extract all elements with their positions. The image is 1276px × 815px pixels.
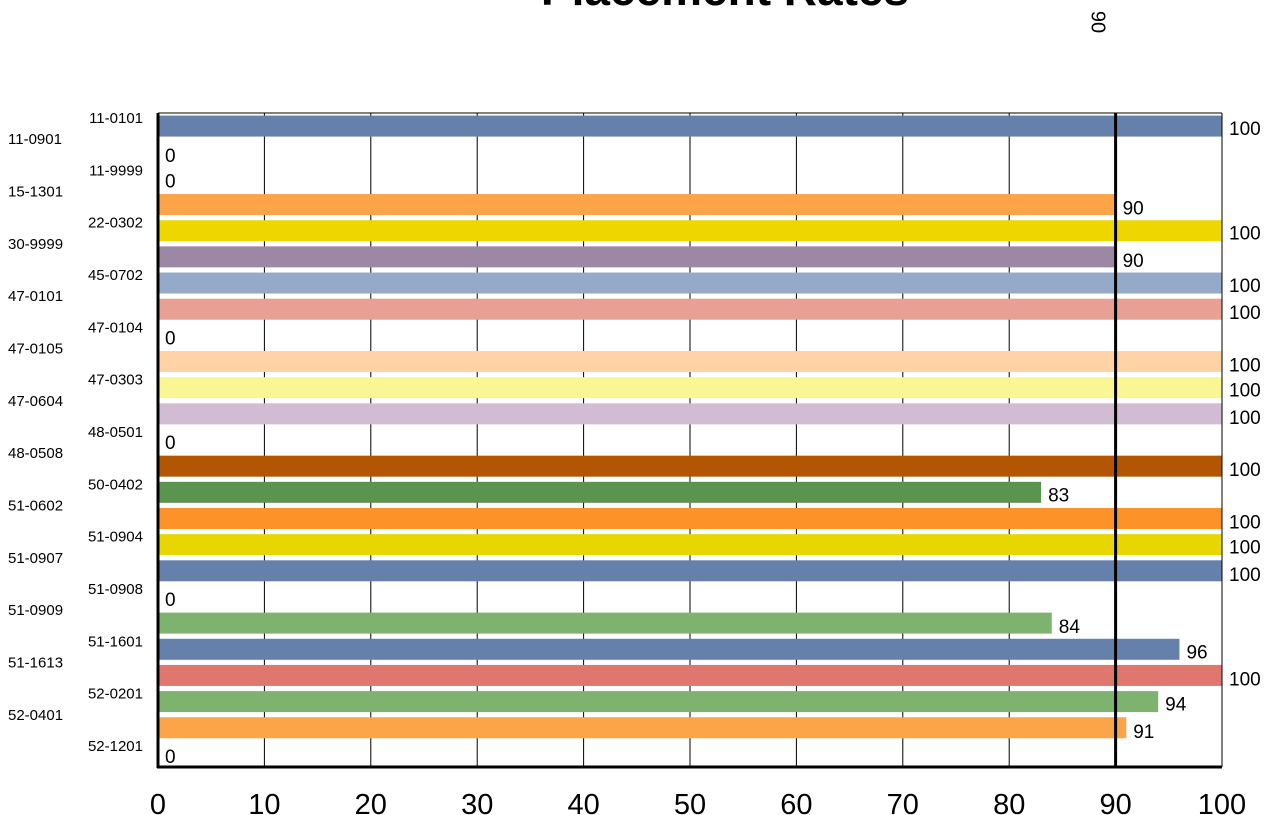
category-label: 11-0901: [8, 131, 62, 148]
x-tick-label: 60: [780, 789, 812, 815]
value-label: 100: [1229, 538, 1261, 559]
x-tick-label: 50: [674, 789, 706, 815]
x-tick-label: 0: [150, 789, 166, 815]
bar: [158, 115, 1222, 137]
x-tick-label: 70: [887, 789, 919, 815]
bar: [158, 717, 1127, 739]
bar: [158, 638, 1180, 660]
bar: [158, 246, 1116, 268]
x-tick-label: 30: [461, 789, 493, 815]
value-label: 100: [1229, 565, 1261, 586]
axes: [156, 112, 1223, 769]
bar: [158, 534, 1222, 556]
category-label: 52-1201: [88, 738, 143, 755]
bar: [158, 272, 1222, 294]
value-label: 0: [165, 433, 176, 454]
value-label: 0: [165, 747, 176, 768]
bar: [158, 194, 1116, 216]
category-label: 51-0909: [8, 602, 63, 619]
value-label: 100: [1229, 276, 1261, 297]
bar: [158, 691, 1159, 713]
bar: [158, 664, 1222, 686]
value-label: 100: [1229, 356, 1261, 377]
value-label: 100: [1229, 512, 1261, 533]
value-label: 100: [1229, 408, 1261, 429]
x-tick-label: 20: [355, 789, 387, 815]
category-label: 51-1601: [88, 633, 143, 650]
category-label: 47-0604: [8, 393, 63, 410]
bar: [158, 560, 1222, 582]
category-label: 15-1301: [8, 184, 63, 201]
category-label: 22-0302: [88, 215, 143, 232]
value-label: 100: [1229, 460, 1261, 481]
category-label: 30-9999: [8, 236, 63, 253]
value-label: 96: [1186, 642, 1207, 663]
category-label: 52-0401: [8, 707, 63, 724]
bar: [158, 351, 1222, 373]
x-tick-label: 100: [1198, 789, 1246, 815]
category-label: 51-1613: [8, 654, 63, 671]
x-tick-label: 80: [993, 789, 1025, 815]
value-label: 100: [1229, 669, 1261, 690]
labels: 0 10 20 30 40 50 60 70 80 90 100 100 11-0101 0 11-0901…: [8, 11, 1261, 815]
bar: [158, 220, 1222, 242]
category-label: 51-0602: [8, 497, 63, 514]
value-label: 90: [1123, 199, 1144, 220]
chart-title: Placement Rates: [0, 0, 1276, 16]
value-label: 94: [1165, 695, 1187, 716]
category-label: 47-0104: [88, 319, 143, 336]
category-label: 51-0904: [88, 529, 143, 546]
category-label: 51-0907: [8, 550, 63, 567]
value-label: 84: [1059, 617, 1081, 638]
x-tick-label: 10: [248, 789, 280, 815]
category-label: 47-0105: [8, 341, 63, 358]
value-label: 0: [165, 590, 176, 611]
value-label: 90: [1123, 251, 1144, 272]
category-label: 45-0702: [88, 267, 143, 284]
value-label: 0: [165, 171, 176, 192]
bar: [158, 377, 1222, 399]
value-label: 100: [1229, 381, 1261, 402]
value-label: 91: [1133, 722, 1154, 743]
category-label: 48-0501: [88, 424, 143, 441]
x-tick-label: 40: [567, 789, 599, 815]
value-label: 100: [1229, 303, 1261, 324]
value-label: 100: [1229, 224, 1261, 245]
value-label: 0: [165, 146, 176, 167]
bar: [158, 612, 1052, 634]
category-label: 47-0101: [8, 288, 63, 305]
value-label: 0: [165, 328, 176, 349]
bar: [158, 298, 1222, 320]
reference-line-label: 90: [1087, 11, 1109, 33]
bar: [158, 507, 1222, 529]
value-label: 83: [1048, 485, 1069, 506]
category-label: 48-0508: [8, 445, 63, 462]
category-label: 52-0201: [88, 686, 143, 703]
bar: [158, 403, 1222, 425]
category-label: 11-0101: [89, 110, 143, 127]
category-label: 11-9999: [89, 162, 143, 179]
category-label: 50-0402: [88, 476, 143, 493]
bar: [158, 455, 1222, 477]
category-label: 51-0908: [88, 581, 143, 598]
x-tick-label: 90: [1099, 789, 1131, 815]
bar: [158, 481, 1042, 503]
bars: [158, 115, 1222, 739]
category-label: 47-0303: [88, 372, 143, 389]
value-label: 100: [1229, 119, 1261, 140]
